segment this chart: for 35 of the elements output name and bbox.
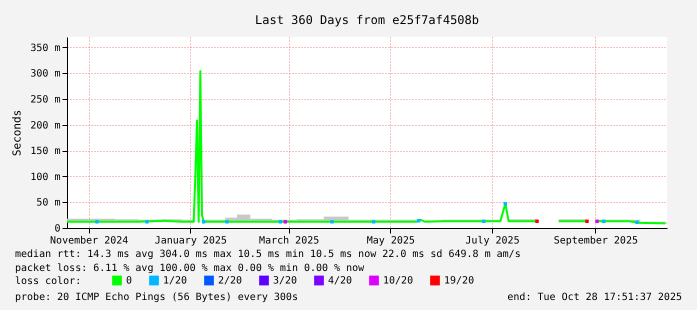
legend-label: 10/20 xyxy=(383,275,414,286)
x-tick-label: March 2025 xyxy=(259,236,320,246)
x-tick-label: July 2025 xyxy=(465,236,520,246)
y-tick-label: 150 m xyxy=(30,146,60,158)
legend-label: 19/20 xyxy=(444,275,474,286)
text: packet loss: 6.11 % avg 100.00 % max 0.00 % min 0.00 % now xyxy=(15,263,366,274)
x-tick-label: May 2025 xyxy=(366,236,415,246)
y-tick-label: 50 m xyxy=(36,198,60,209)
y-axis-title: Seconds xyxy=(10,110,24,156)
legend-label: 4/20 xyxy=(328,275,352,286)
text: probe: 20 ICMP Echo Pings (56 Bytes) every 300s xyxy=(15,292,298,303)
legend-label: 3/20 xyxy=(273,275,298,286)
y-tick-label: 0 xyxy=(54,224,60,234)
legend-title: loss color: xyxy=(15,276,82,287)
x-tick-label: September 2025 xyxy=(554,236,638,246)
y-tick-label: 200 m xyxy=(30,120,60,132)
x-tick-label: January 2025 xyxy=(154,236,227,246)
x-tick-label: November 2024 xyxy=(50,236,128,246)
y-tick-label: 100 m xyxy=(30,172,60,183)
legend-label: 0 xyxy=(126,275,132,286)
point xyxy=(602,220,606,224)
point xyxy=(482,220,486,224)
point xyxy=(504,202,508,206)
point xyxy=(278,220,282,224)
y-tick-label: 250 m xyxy=(30,94,60,106)
text: end: Tue Oct 28 17:51:37 2025 xyxy=(507,292,682,303)
point xyxy=(372,220,376,224)
legend-label: 1/20 xyxy=(163,275,188,286)
y-tick-label: 300 m xyxy=(30,68,60,80)
point xyxy=(202,220,206,224)
point xyxy=(284,220,288,224)
chart-title: Last 360 Days from e25f7af4508b xyxy=(255,13,479,27)
y-tick-label: 350 m xyxy=(30,42,60,54)
text: median rtt: 14.3 ms avg 304.0 ms max 10.5 ms min 10.5 ms now 22.0 ms sd 649.8 m am/s xyxy=(15,249,521,260)
legend-label: 2/20 xyxy=(218,275,242,286)
